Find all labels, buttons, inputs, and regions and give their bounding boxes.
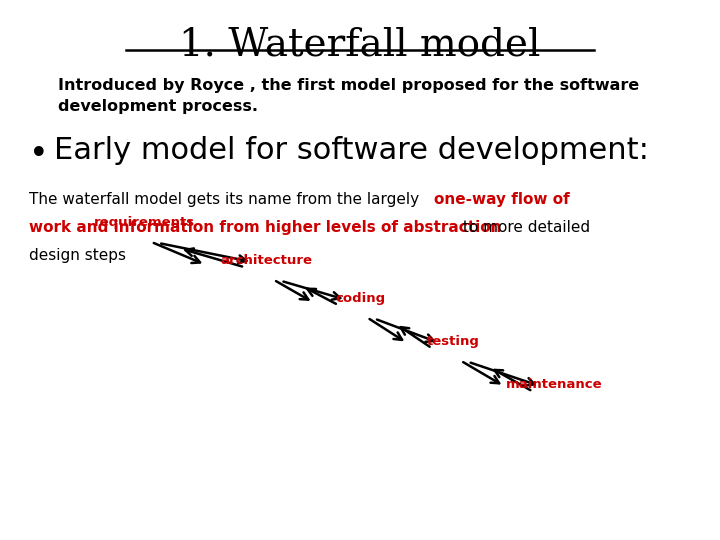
Text: coding: coding (335, 292, 385, 305)
Text: 1. Waterfall model: 1. Waterfall model (179, 27, 541, 64)
Text: Introduced by Royce , the first model proposed for the software
development proc: Introduced by Royce , the first model pr… (58, 78, 639, 114)
Text: to more detailed: to more detailed (458, 220, 590, 235)
Text: design steps: design steps (29, 248, 126, 263)
Text: one-way flow of: one-way flow of (434, 192, 570, 207)
Text: maintenance: maintenance (506, 379, 603, 392)
Text: •: • (29, 138, 48, 171)
Text: work and information from higher levels of abstraction: work and information from higher levels … (29, 220, 501, 235)
Text: Early model for software development:: Early model for software development: (54, 136, 649, 165)
Text: testing: testing (427, 335, 480, 348)
Text: requirements: requirements (94, 217, 194, 230)
Text: The waterfall model gets its name from the largely: The waterfall model gets its name from t… (29, 192, 424, 207)
Text: architecture: architecture (220, 254, 312, 267)
